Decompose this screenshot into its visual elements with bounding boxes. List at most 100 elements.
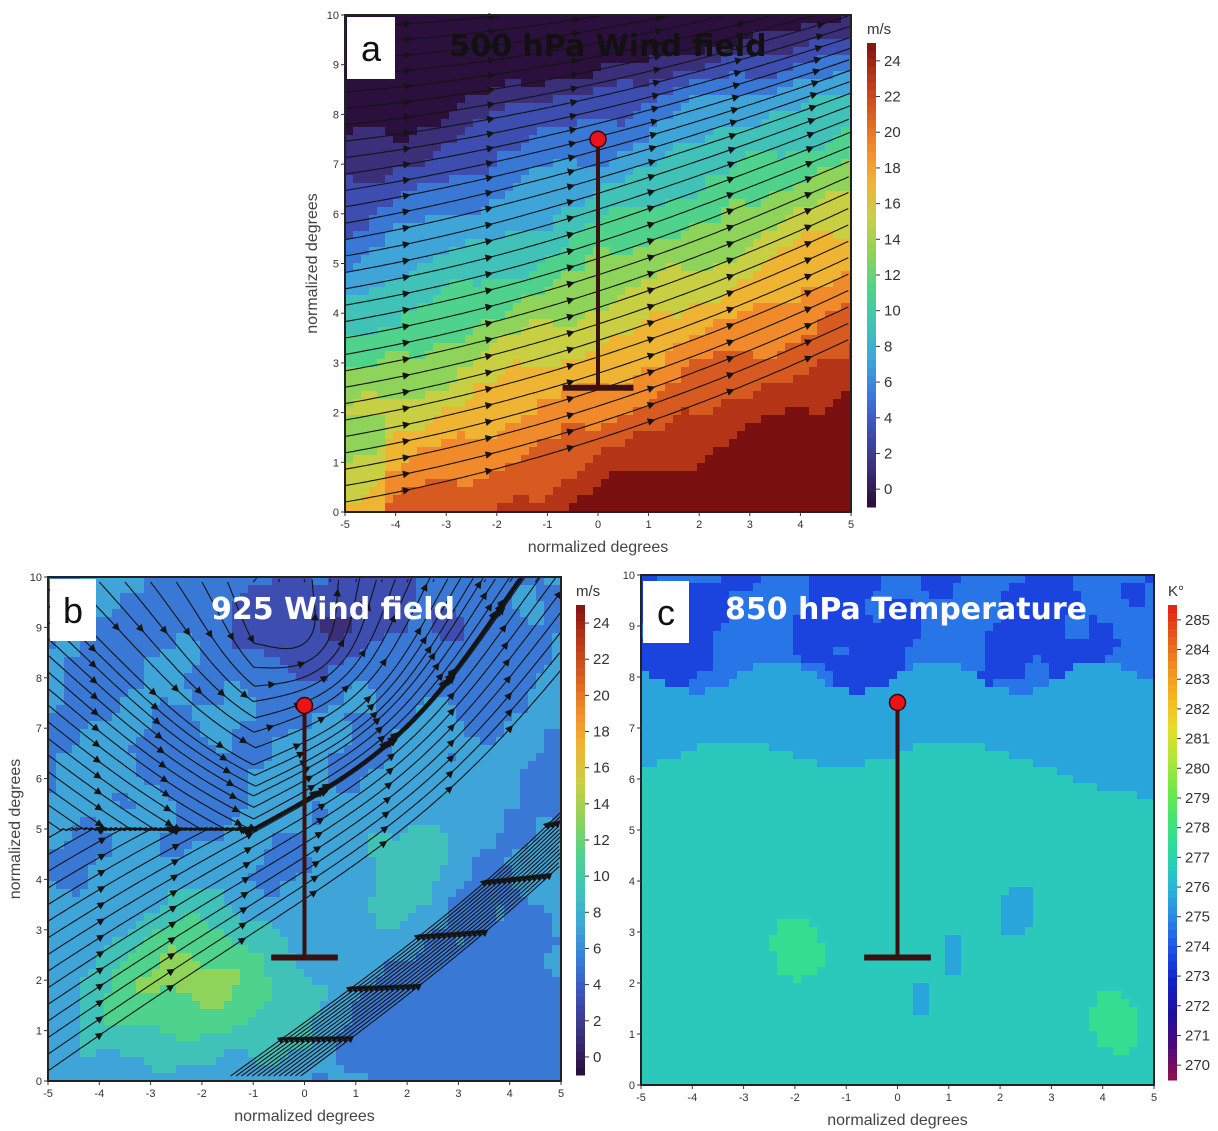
field-cell: [457, 495, 466, 504]
field-cell: [745, 367, 754, 376]
field-cell: [401, 471, 410, 480]
field-cell: [833, 391, 842, 400]
field-cell: [833, 215, 842, 224]
field-cell: [785, 71, 794, 80]
field-cell: [617, 415, 626, 424]
field-cell: [649, 463, 658, 472]
field-cell: [649, 279, 658, 288]
field-cell: [841, 183, 850, 192]
field-cell: [457, 343, 466, 352]
field-cell: [825, 391, 834, 400]
field-cell: [96, 1049, 105, 1058]
field-cell: [793, 159, 802, 168]
field-cell: [449, 231, 458, 240]
field-cell: [417, 479, 426, 488]
field-cell: [88, 897, 97, 906]
field-cell: [425, 119, 434, 128]
field-cell: [505, 431, 514, 440]
field-cell: [433, 223, 442, 232]
field-cell: [473, 343, 482, 352]
field-cell: [441, 31, 450, 40]
field-cell: [561, 223, 570, 232]
field-cell: [513, 279, 522, 288]
field-cell: [449, 471, 458, 480]
field-cell: [753, 495, 762, 504]
colorbar-segment: [867, 236, 876, 245]
field-cell: [88, 977, 97, 986]
field-cell: [585, 423, 594, 432]
field-cell: [713, 391, 722, 400]
field-cell: [369, 207, 378, 216]
streamline-arrow: [726, 192, 735, 200]
field-cell: [785, 399, 794, 408]
field-cell: [417, 39, 426, 48]
field-cell: [361, 311, 370, 320]
field-cell: [761, 375, 770, 384]
field-cell: [625, 223, 634, 232]
field-cell: [513, 215, 522, 224]
field-cell: [345, 447, 354, 456]
field-cell: [417, 359, 426, 368]
field-cell: [88, 1009, 97, 1018]
field-cell: [369, 143, 378, 152]
field-cell: [617, 143, 626, 152]
field-cell: [505, 415, 514, 424]
field-cell: [793, 103, 802, 112]
field-cell: [785, 495, 794, 504]
field-cell: [665, 111, 674, 120]
streamline-arrow: [566, 330, 575, 338]
field-cell: [705, 135, 714, 144]
field-cell: [561, 159, 570, 168]
field-cell: [64, 761, 73, 770]
field-cell: [56, 945, 65, 954]
field-cell: [641, 263, 650, 272]
field-cell: [513, 15, 522, 24]
field-cell: [353, 231, 362, 240]
field-cell: [545, 367, 554, 376]
field-cell: [633, 343, 642, 352]
field-cell: [104, 745, 113, 754]
field-cell: [505, 383, 514, 392]
field-cell: [425, 55, 434, 64]
field-cell: [801, 375, 810, 384]
field-cell: [745, 207, 754, 216]
field-cell: [561, 391, 570, 400]
field-cell: [649, 263, 658, 272]
field-cell: [777, 15, 786, 24]
field-cell: [80, 785, 89, 794]
field-cell: [633, 199, 642, 208]
colorbar-segment: [867, 43, 876, 52]
field-cell: [681, 47, 690, 56]
field-cell: [697, 199, 706, 208]
field-cell: [465, 367, 474, 376]
field-cell: [529, 39, 538, 48]
field-cell: [393, 39, 402, 48]
field-cell: [513, 327, 522, 336]
streamline-arrow: [484, 205, 494, 213]
field-cell: [577, 239, 586, 248]
field-cell: [441, 295, 450, 304]
field-cell: [481, 199, 490, 208]
streamline-arrow: [652, 79, 661, 87]
field-cell: [521, 119, 530, 128]
field-cell: [569, 471, 578, 480]
field-cell: [633, 23, 642, 32]
field-cell: [112, 721, 121, 730]
field-cell: [521, 351, 530, 360]
field-cell: [449, 135, 458, 144]
field-cell: [433, 503, 442, 512]
field-cell: [641, 351, 650, 360]
field-cell: [425, 271, 434, 280]
field-cell: [417, 383, 426, 392]
field-cell: [112, 897, 121, 906]
field-cell: [409, 319, 418, 328]
field-cell: [361, 271, 370, 280]
field-cell: [785, 319, 794, 328]
field-cell: [361, 375, 370, 384]
field-cell: [665, 271, 674, 280]
field-cell: [505, 63, 514, 72]
field-cell: [497, 383, 506, 392]
field-cell: [833, 223, 842, 232]
field-cell: [609, 439, 618, 448]
field-cell: [561, 55, 570, 64]
